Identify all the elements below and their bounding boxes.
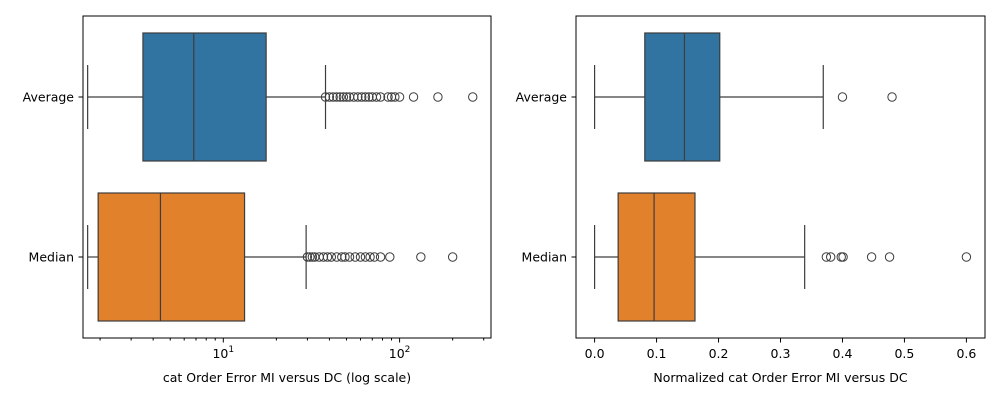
outlier-point: [332, 92, 342, 102]
axes-frame: [82, 15, 492, 339]
outlier-point: [385, 252, 395, 262]
outlier-point: [326, 252, 337, 262]
x-tick-label: 101: [212, 345, 234, 361]
outlier-point: [383, 92, 393, 102]
outlier-point: [408, 92, 419, 102]
x-axis-label: Normalized cat Order Error MI versus DC: [653, 370, 907, 385]
outlier-point: [416, 252, 426, 262]
x-axis-label: cat Order Error MI versus DC (log scale): [163, 370, 411, 385]
iqr-box: [142, 32, 267, 162]
x-tick-label: 0.2: [709, 346, 729, 361]
outlier-point: [350, 252, 360, 262]
box-average: [87, 32, 478, 162]
x-tick-label: 0.1: [647, 346, 667, 361]
box-median: [87, 192, 458, 322]
iqr-box: [97, 192, 246, 322]
outlier-point: [307, 252, 318, 262]
iqr-box: [644, 32, 721, 162]
outlier-point: [821, 252, 832, 262]
outlier-point: [375, 92, 386, 102]
y-tick-label: Median: [522, 250, 567, 265]
outlier-point: [360, 252, 371, 262]
outlier-point: [318, 252, 329, 262]
outlier-point: [364, 92, 374, 102]
outlier-point: [836, 252, 846, 262]
y-tick-label: Average: [23, 90, 75, 105]
outlier-point: [328, 92, 338, 102]
outlier-point: [337, 252, 347, 262]
outlier-point: [340, 252, 350, 262]
outlier-point: [825, 252, 836, 262]
x-tick-label: 0.4: [833, 346, 853, 361]
x-tick-label: 0.5: [894, 346, 914, 361]
outlier-point: [332, 252, 342, 262]
outlier-point: [468, 92, 478, 102]
outlier-point: [887, 92, 897, 102]
outlier-point: [355, 252, 366, 262]
outlier-point: [884, 252, 895, 262]
outlier-point: [305, 252, 315, 262]
outlier-point: [837, 92, 848, 102]
outlier-point: [320, 92, 331, 102]
outlier-point: [371, 92, 382, 102]
chart-panel-1: Average Median 101 102 cat Order Error MI ve…: [23, 15, 492, 385]
outlier-point: [866, 252, 877, 262]
iqr-box: [617, 192, 696, 322]
x-tick-label: 0.6: [956, 346, 976, 361]
outlier-point: [390, 92, 400, 102]
y-tick-label: Average: [516, 90, 568, 105]
outlier-point: [335, 92, 345, 102]
outlier-point: [961, 252, 972, 262]
outlier-point: [375, 252, 386, 262]
outlier-point: [302, 252, 313, 262]
outlier-point: [353, 92, 363, 102]
x-tick-label: 0.0: [585, 346, 605, 361]
outlier-point: [322, 252, 333, 262]
chart-panel-2: Average Median 0.0 0.1 0.2 0.3 0.4 0.5 0.6 Normal…: [516, 15, 986, 385]
outlier-point: [838, 252, 848, 262]
outlier-point: [394, 92, 405, 102]
outlier-point: [365, 252, 375, 262]
outlier-point: [341, 92, 352, 102]
box-average: [593, 32, 897, 162]
x-tick-label: 102: [389, 345, 411, 361]
outlier-point: [447, 252, 458, 262]
outlier-point: [360, 92, 371, 102]
outlier-point: [324, 92, 335, 102]
outlier-point: [344, 252, 355, 262]
outlier-point: [369, 252, 380, 262]
y-tick-label: Median: [29, 250, 74, 265]
box-median: [593, 192, 972, 322]
x-tick-label: 0.3: [771, 346, 791, 361]
outlier-point: [357, 92, 367, 102]
outlier-point: [338, 92, 349, 102]
outlier-point: [433, 92, 443, 102]
